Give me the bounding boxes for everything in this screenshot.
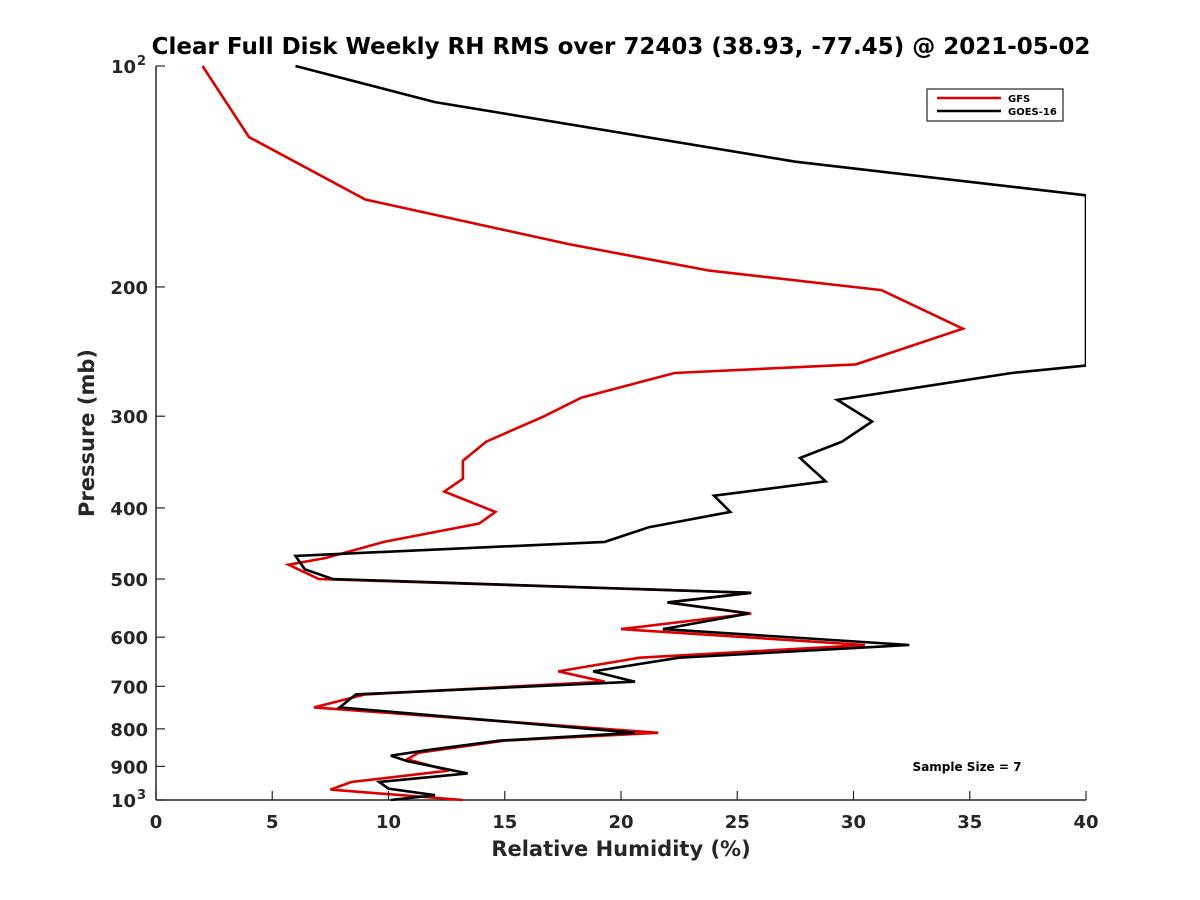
y-tick-label: 10 [111, 57, 136, 78]
x-tick-label: 40 [1073, 812, 1098, 833]
chart-title: Clear Full Disk Weekly RH RMS over 72403… [152, 34, 1091, 60]
y-tick-exponent: 2 [137, 54, 146, 69]
x-tick-label: 20 [608, 812, 633, 833]
y-tick-label: 400 [110, 499, 148, 520]
x-tick-label: 15 [492, 812, 517, 833]
y-tick-label: 500 [110, 570, 148, 591]
x-axis-ticks: 0 5 10 15 20 25 30 35 40 [150, 791, 1099, 833]
y-tick-label: 700 [110, 677, 148, 698]
legend-box [926, 88, 1064, 122]
x-tick-label: 35 [957, 812, 982, 833]
y-tick-label: 900 [110, 757, 148, 778]
x-axis-label: Relative Humidity (%) [491, 837, 750, 861]
y-tick-label: 800 [110, 720, 148, 741]
series-layer [201, 64, 1086, 802]
x-tick-label: 10 [376, 812, 401, 833]
y-axis-label: Pressure (mb) [75, 349, 99, 517]
y-tick-exponent: 3 [137, 788, 146, 803]
plot-area [155, 66, 1086, 801]
series-line-goes-16 [293, 64, 1086, 802]
y-tick-label: 600 [110, 628, 148, 649]
legend: GFS GOES-16 [926, 88, 1064, 122]
legend-label: GFS [1008, 94, 1030, 105]
x-tick-label: 5 [266, 812, 279, 833]
x-tick-label: 25 [725, 812, 750, 833]
y-tick-label: 10 [111, 791, 136, 812]
series-line-gfs [201, 65, 967, 802]
legend-label: GOES-16 [1008, 107, 1057, 118]
x-tick-label: 30 [841, 812, 866, 833]
sample-size-annotation: Sample Size = 7 [913, 760, 1022, 774]
y-tick-label: 300 [110, 407, 148, 428]
y-tick-label: 200 [110, 278, 148, 299]
x-tick-label: 0 [150, 812, 163, 833]
